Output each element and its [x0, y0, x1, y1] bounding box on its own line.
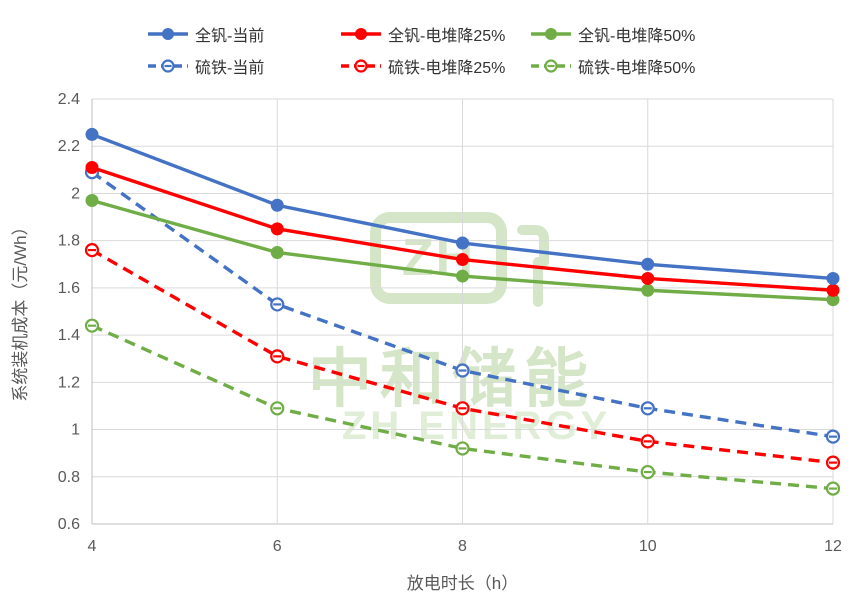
data-point-marker	[641, 283, 655, 297]
data-point-marker	[456, 236, 469, 250]
series-3	[84, 165, 841, 444]
y-tick-label: 2	[71, 185, 80, 202]
x-tick-label: 10	[639, 538, 657, 555]
data-point-marker	[826, 271, 840, 285]
y-tick-label: 1.8	[58, 233, 80, 250]
y-axis-title: 系统装机成本（元/Wh）	[11, 218, 30, 401]
data-point-marker	[85, 194, 99, 208]
data-point-marker	[456, 269, 469, 283]
x-tick-label: 12	[824, 538, 842, 555]
data-point-marker	[456, 253, 469, 267]
data-point-marker	[270, 245, 284, 259]
data-point-marker	[85, 127, 99, 141]
data-point-marker	[85, 160, 99, 174]
y-tick-label: 0.6	[58, 516, 80, 533]
series-line	[91, 324, 834, 491]
series-4	[84, 243, 841, 470]
axis-tick-labels: 2.4 2.2 2 1.8 1.6 1.4 1.2 1 0.8 0.6 4 6 8 10 12	[58, 91, 842, 555]
data-point-marker	[641, 271, 655, 285]
y-tick-label: 1	[71, 422, 80, 439]
y-tick-label: 0.8	[58, 469, 80, 486]
x-tick-label: 4	[88, 538, 97, 555]
y-tick-label: 2.2	[58, 138, 80, 155]
x-axis-title: 放电时长（h）	[407, 574, 518, 593]
data-point-marker	[270, 222, 284, 236]
series-5	[84, 318, 841, 496]
data-point-marker	[270, 198, 284, 212]
x-tick-label: 6	[273, 538, 282, 555]
data-point-marker	[826, 293, 840, 307]
y-tick-label: 1.2	[58, 374, 80, 391]
data-point-marker	[641, 257, 655, 271]
series-2	[85, 194, 840, 307]
gridlines	[91, 98, 834, 525]
y-tick-label: 1.6	[58, 280, 80, 297]
x-tick-label: 8	[458, 538, 467, 555]
series-1	[85, 160, 840, 297]
y-tick-label: 1.4	[58, 327, 80, 344]
data-point-marker	[826, 283, 840, 297]
y-tick-label: 2.4	[58, 91, 80, 108]
series-0	[85, 127, 840, 285]
